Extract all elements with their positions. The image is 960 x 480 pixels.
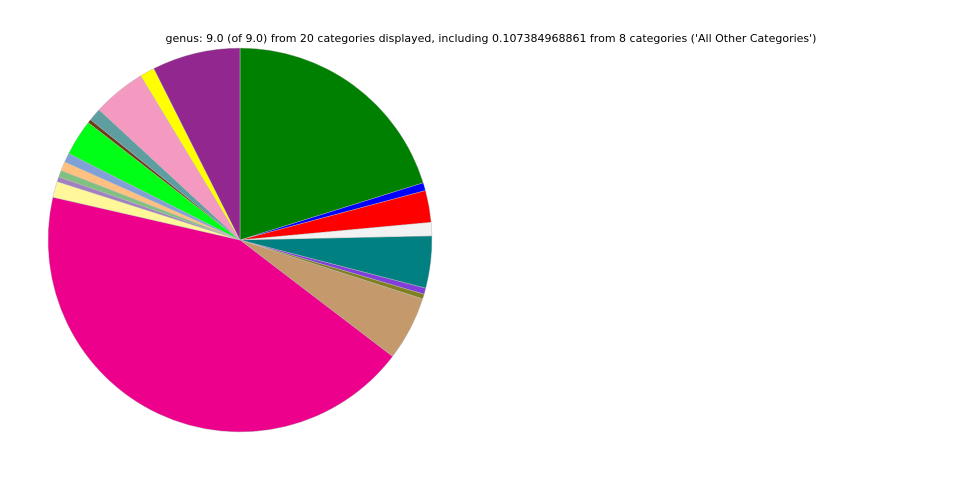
chart-title: genus: 9.0 (of 9.0) from 20 categories d… (165, 32, 817, 45)
pie-slice-20 (153, 47, 241, 241)
pie-slice-1 (239, 47, 424, 241)
pie-slices (47, 47, 433, 433)
pie-slice-9 (47, 196, 393, 433)
